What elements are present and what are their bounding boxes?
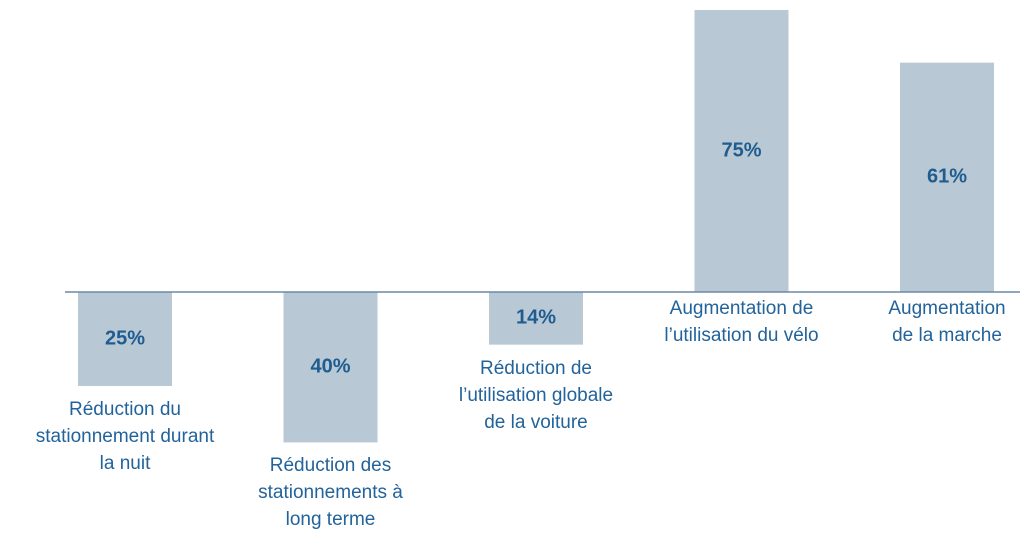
value-label: 14%	[516, 307, 556, 329]
category-label: Augmentation de l’utilisation du vélo	[664, 298, 819, 346]
category-label: Réduction de l’utilisation globale de la…	[458, 357, 614, 433]
category-label: Réduction du stationnement durant la nui…	[35, 399, 215, 474]
bar	[489, 292, 583, 345]
category-label: Réduction des stationnements à long term…	[258, 455, 403, 531]
value-label: 75%	[721, 139, 761, 161]
category-label: Augmentation de la marche	[888, 298, 1006, 346]
bar	[283, 292, 378, 443]
bar	[694, 10, 789, 292]
bar	[900, 62, 994, 292]
value-label: 40%	[310, 355, 350, 377]
value-label: 61%	[927, 166, 967, 188]
bar	[78, 292, 172, 386]
value-label: 25%	[105, 327, 145, 349]
